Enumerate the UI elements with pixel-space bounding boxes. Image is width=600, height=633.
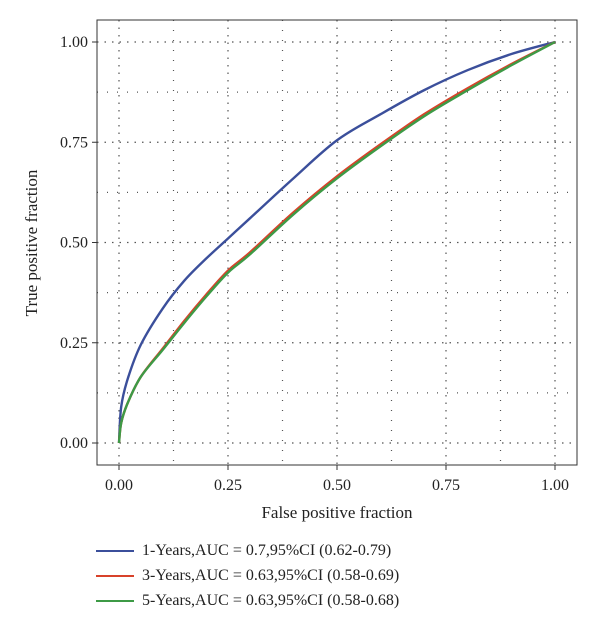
legend-item-3-years: 3-Years,AUC = 0.63,95%CI (0.58-0.69) [96,563,399,588]
legend-swatch-3-years [96,574,134,577]
axis-ticks: 0.00 0.25 0.50 0.75 1.00 0.00 0.25 0.50 0.75 1.00 [60,34,569,494]
roc-chart: 0.00 0.25 0.50 0.75 1.00 0.00 0.25 0.50 0.75 1.00… [22,19,578,522]
legend-label-3-years: 3-Years,AUC = 0.63,95%CI (0.58-0.69) [142,566,400,584]
y-tick-label: 0.00 [60,435,88,452]
x-tick-label: 0.25 [214,477,242,494]
legend-swatch-5-years [96,599,134,602]
grid-lines [97,20,577,465]
x-tick-label: 1.00 [541,477,569,494]
legend-item-5-years: 5-Years,AUC = 0.63,95%CI (0.58-0.68) [96,588,399,613]
x-axis-label: False positive fraction [261,503,413,522]
x-tick-label: 0.75 [432,477,460,494]
legend-swatch-1-years [96,549,134,552]
legend-label-5-years: 5-Years,AUC = 0.63,95%CI (0.58-0.68) [142,591,400,609]
y-tick-label: 0.50 [60,235,88,252]
y-tick-label: 1.00 [60,34,88,51]
series-lines [117,40,556,444]
legend: 1-Years,AUC = 0.7,95%CI (0.62-0.79) 3-Ye… [96,538,399,613]
series-line-1 [117,40,556,444]
legend-label-1-years: 1-Years,AUC = 0.7,95%CI (0.62-0.79) [142,541,392,559]
y-tick-label: 0.75 [60,134,88,151]
x-tick-label: 0.00 [105,477,133,494]
x-tick-label: 0.50 [323,477,351,494]
series-line-3 [117,40,556,444]
legend-item-1-years: 1-Years,AUC = 0.7,95%CI (0.62-0.79) [96,538,399,563]
y-tick-label: 0.25 [60,335,88,352]
y-axis-label: True positive fraction [22,169,41,316]
